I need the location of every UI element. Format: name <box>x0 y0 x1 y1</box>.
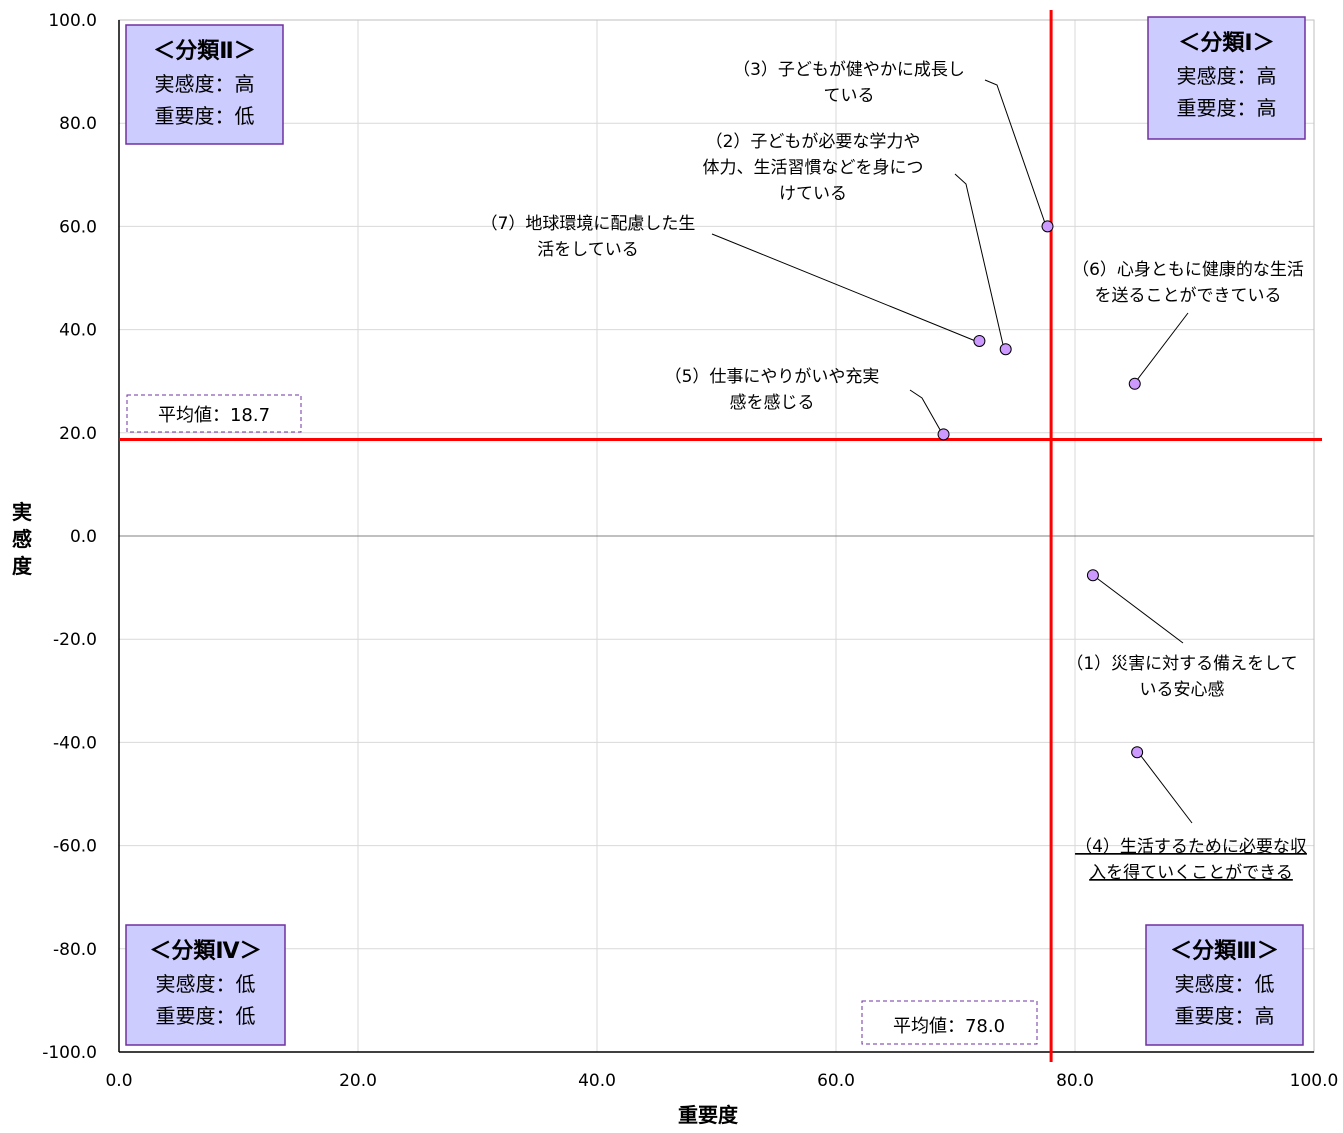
quadrant-title: ＜分類Ⅲ＞ <box>1170 939 1279 964</box>
average-x-label: 平均値：78.0 <box>893 1016 1005 1037</box>
y-tick-label: -60.0 <box>53 837 97 857</box>
y-tick-label: 60.0 <box>59 217 97 237</box>
average-y-box <box>126 394 302 433</box>
quadrant-line: 重要度：低 <box>156 1004 256 1028</box>
leader-line <box>909 389 944 436</box>
y-tick-label: 80.0 <box>59 114 97 134</box>
quadrant-line: 実感度：低 <box>1175 972 1275 996</box>
point-label: （1）災害に対する備えをしている安心感 <box>1066 654 1297 700</box>
y-tick-label: -20.0 <box>53 630 97 650</box>
quadrant-line: 重要度：低 <box>155 104 255 128</box>
gridlines <box>118 19 1315 1053</box>
leader-line <box>1133 312 1189 385</box>
average-lines: 平均値：18.7 平均値：78.0 <box>119 10 1322 1062</box>
leader-line <box>954 173 1005 350</box>
leader-line <box>1137 751 1193 824</box>
quadrant-line: 実感度：低 <box>156 972 256 996</box>
point-labels: （1）災害に対する備えをしている安心感 （2）子どもが必要な学力や体力、生活習慣な… <box>481 60 1307 883</box>
point-label: （5）仕事にやりがいや充実感を感じる <box>665 367 880 413</box>
data-point <box>1086 569 1099 582</box>
point-label: （7）地球環境に配慮した生活をしている <box>481 214 696 260</box>
quadrant-background <box>1147 16 1306 140</box>
y-tick-label: -40.0 <box>53 733 97 753</box>
y-tick-label: -100.0 <box>42 1043 97 1063</box>
point-label: （3）子どもが健やかに成長している <box>733 60 965 106</box>
quadrant-title: ＜分類Ⅳ＞ <box>149 939 261 964</box>
data-point <box>973 334 986 347</box>
y-tick-label: 0.0 <box>70 527 97 547</box>
y-tick-label: -80.0 <box>53 940 97 960</box>
leader-line <box>1093 575 1184 644</box>
x-tick-label: 0.0 <box>105 1071 132 1091</box>
quadrant-line: 重要度：高 <box>1177 96 1277 120</box>
quadrant-title: ＜分類Ⅱ＞ <box>153 39 256 64</box>
quadrant-background <box>125 24 284 145</box>
x-tick-label: 80.0 <box>1056 1071 1094 1091</box>
data-point <box>999 343 1012 356</box>
x-axis-title: 重要度 <box>678 1103 739 1127</box>
tick-labels: 0.0 20.0 40.0 60.0 80.0 100.0 100.0 80.0 60.0 40.… <box>42 11 1338 1091</box>
point-label: （2）子どもが必要な学力や体力、生活習慣などを身につけている <box>703 132 924 204</box>
leader-lines <box>711 79 1193 824</box>
x-tick-label: 100.0 <box>1290 1071 1339 1091</box>
data-point <box>937 428 950 441</box>
leader-line <box>711 233 979 343</box>
svg-text:実感度: 実感度 <box>12 500 33 578</box>
y-axis-title: 実感度 <box>12 500 33 578</box>
y-tick-label: 100.0 <box>48 11 97 31</box>
quadrant-background <box>1145 924 1304 1046</box>
point-label: （6）心身ともに健康的な生活を送ることができている <box>1072 260 1304 306</box>
data-point <box>1041 220 1054 233</box>
data-point <box>1131 746 1144 759</box>
x-tick-label: 20.0 <box>339 1071 377 1091</box>
data-points <box>937 220 1144 759</box>
leader-line <box>984 79 1047 227</box>
y-tick-label: 40.0 <box>59 321 97 341</box>
average-y-label: 平均値：18.7 <box>158 405 270 426</box>
quadrant-line: 重要度：高 <box>1175 1004 1275 1028</box>
y-tick-label: 20.0 <box>59 424 97 444</box>
data-point <box>1128 377 1141 390</box>
quadrant-line: 実感度：高 <box>1177 64 1277 88</box>
quadrant-line: 実感度：高 <box>155 72 255 96</box>
quadrant-title: ＜分類Ⅰ＞ <box>1178 31 1274 56</box>
average-x-box <box>861 1000 1038 1045</box>
point-label: （4）生活するために必要な収入を得ていくことができる <box>1075 837 1307 883</box>
x-tick-label: 40.0 <box>578 1071 616 1091</box>
quadrant-background <box>125 924 286 1046</box>
x-tick-label: 60.0 <box>817 1071 855 1091</box>
